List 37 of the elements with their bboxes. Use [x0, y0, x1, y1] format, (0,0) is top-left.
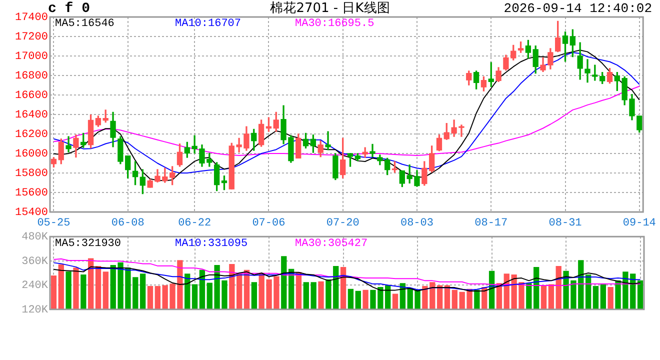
- x-tick-label: 06-08: [111, 218, 144, 230]
- candlestick: [66, 136, 72, 152]
- y-tick-label: 17000: [14, 50, 48, 63]
- y-tick-label: 480K: [22, 232, 48, 244]
- text: MA10:331095: [175, 238, 248, 250]
- y-tick-label: 16400: [14, 109, 48, 122]
- x-tick-label: 06-22: [178, 218, 212, 230]
- y-tick-label: 120K: [22, 304, 48, 316]
- x-tick-label: 07-06: [252, 218, 286, 230]
- y-tick-label: 17400: [14, 12, 48, 24]
- y-tick-label: 15800: [14, 168, 48, 180]
- x-tick-label: 05-25: [37, 218, 70, 230]
- text: MA30:305427: [295, 238, 368, 250]
- y-tick-label: 16800: [14, 70, 48, 82]
- x-tick-label: 08-17: [474, 218, 508, 230]
- chart-title: 棉花2701 - 日K线图: [270, 1, 390, 16]
- x-tick-label: 08-03: [400, 218, 434, 230]
- text: MA10:16707: [175, 18, 242, 30]
- chart-subtitle: c f 0: [48, 1, 90, 17]
- series-label: MA5:321930: [55, 238, 122, 250]
- candlestick: [584, 59, 590, 83]
- y-tick-label: 16200: [14, 128, 48, 141]
- y-tick-label: 16000: [14, 148, 48, 160]
- x-tick-label: 07-20: [326, 218, 360, 230]
- text: MA5:16546: [55, 18, 114, 30]
- y-tick-label: 17200: [14, 31, 48, 44]
- y-tick-label: 15400: [14, 206, 48, 219]
- y-tick-label: 16600: [14, 90, 48, 102]
- y-tick-label: 360K: [22, 256, 48, 268]
- candlestick: [370, 144, 376, 158]
- x-tick-label: 08-31: [548, 218, 582, 230]
- y-tick-label: 240K: [22, 280, 48, 292]
- candlestick: [325, 131, 331, 150]
- x-tick-label: 09-14: [622, 218, 656, 230]
- y-tick-label: 15600: [14, 187, 48, 200]
- text: MA30:16695.5: [295, 18, 374, 30]
- text: 2026-09-14 12:40:02: [504, 1, 652, 16]
